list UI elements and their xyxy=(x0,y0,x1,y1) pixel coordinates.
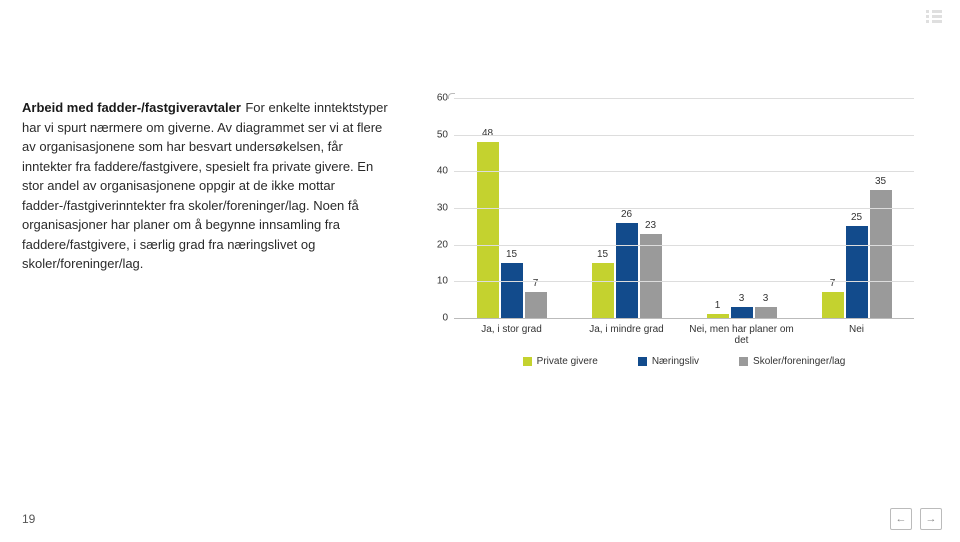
gridline xyxy=(454,281,914,282)
bar-value-label: 3 xyxy=(739,293,745,307)
bar: 1 xyxy=(707,314,729,318)
page-number: 19 xyxy=(22,512,35,526)
bar-value-label: 1 xyxy=(715,300,721,314)
gridline xyxy=(454,98,914,99)
gridline xyxy=(454,245,914,246)
text-column: Arbeid med fadder-/fastgiveravtaler For … xyxy=(22,98,424,378)
legend-item: Skoler/foreninger/lag xyxy=(739,356,845,367)
bar: 7 xyxy=(822,292,844,318)
bar-value-label: 3 xyxy=(763,293,769,307)
y-tick-label: 50 xyxy=(437,129,454,140)
x-tick-label: Ja, i mindre grad xyxy=(569,324,684,346)
next-page-button[interactable]: → xyxy=(920,508,942,530)
y-tick-label: 0 xyxy=(442,313,454,324)
legend-label: Skoler/foreninger/lag xyxy=(753,356,845,367)
x-tick-label: Ja, i stor grad xyxy=(454,324,569,346)
bar-value-label: 25 xyxy=(851,212,862,226)
arrow-right-icon: → xyxy=(926,513,937,525)
bar-value-label: 15 xyxy=(597,249,608,263)
y-tick-label: 10 xyxy=(437,276,454,287)
bar: 3 xyxy=(755,307,777,318)
y-tick-label: 30 xyxy=(437,203,454,214)
legend-item: Private givere xyxy=(523,356,598,367)
gridline xyxy=(454,135,914,136)
legend-label: Private givere xyxy=(537,356,598,367)
page-nav: ← → xyxy=(890,508,942,530)
y-tick-label: 40 xyxy=(437,166,454,177)
legend-swatch xyxy=(739,357,748,366)
bar-value-label: 26 xyxy=(621,209,632,223)
bar: 15 xyxy=(592,263,614,318)
bar-value-label: 15 xyxy=(506,249,517,263)
x-tick-label: Nei, men har planer om det xyxy=(684,324,799,346)
bar: 7 xyxy=(525,292,547,318)
section-title: Arbeid med fadder-/fastgiveravtaler xyxy=(22,100,241,115)
arrow-left-icon: ← xyxy=(896,513,907,525)
y-tick-label: 60 xyxy=(437,93,454,104)
bar: 25 xyxy=(846,226,868,318)
y-tick-label: 20 xyxy=(437,239,454,250)
bar: 3 xyxy=(731,307,753,318)
prev-page-button[interactable]: ← xyxy=(890,508,912,530)
bar: 48 xyxy=(477,142,499,318)
legend-swatch xyxy=(523,357,532,366)
gridline xyxy=(454,208,914,209)
section-body: For enkelte inntektstyper har vi spurt n… xyxy=(22,100,388,271)
bar: 26 xyxy=(616,223,638,318)
legend-item: Næringsliv xyxy=(638,356,699,367)
legend-label: Næringsliv xyxy=(652,356,699,367)
menu-icon[interactable] xyxy=(926,10,942,22)
bar: 23 xyxy=(640,234,662,318)
x-tick-label: Nei xyxy=(799,324,914,346)
gridline xyxy=(454,171,914,172)
bar-value-label: 23 xyxy=(645,220,656,234)
bar-value-label: 35 xyxy=(875,176,886,190)
bar-chart: 4815715262313372535 0102030405060 Ja, i … xyxy=(424,98,938,378)
legend-swatch xyxy=(638,357,647,366)
bar: 15 xyxy=(501,263,523,318)
